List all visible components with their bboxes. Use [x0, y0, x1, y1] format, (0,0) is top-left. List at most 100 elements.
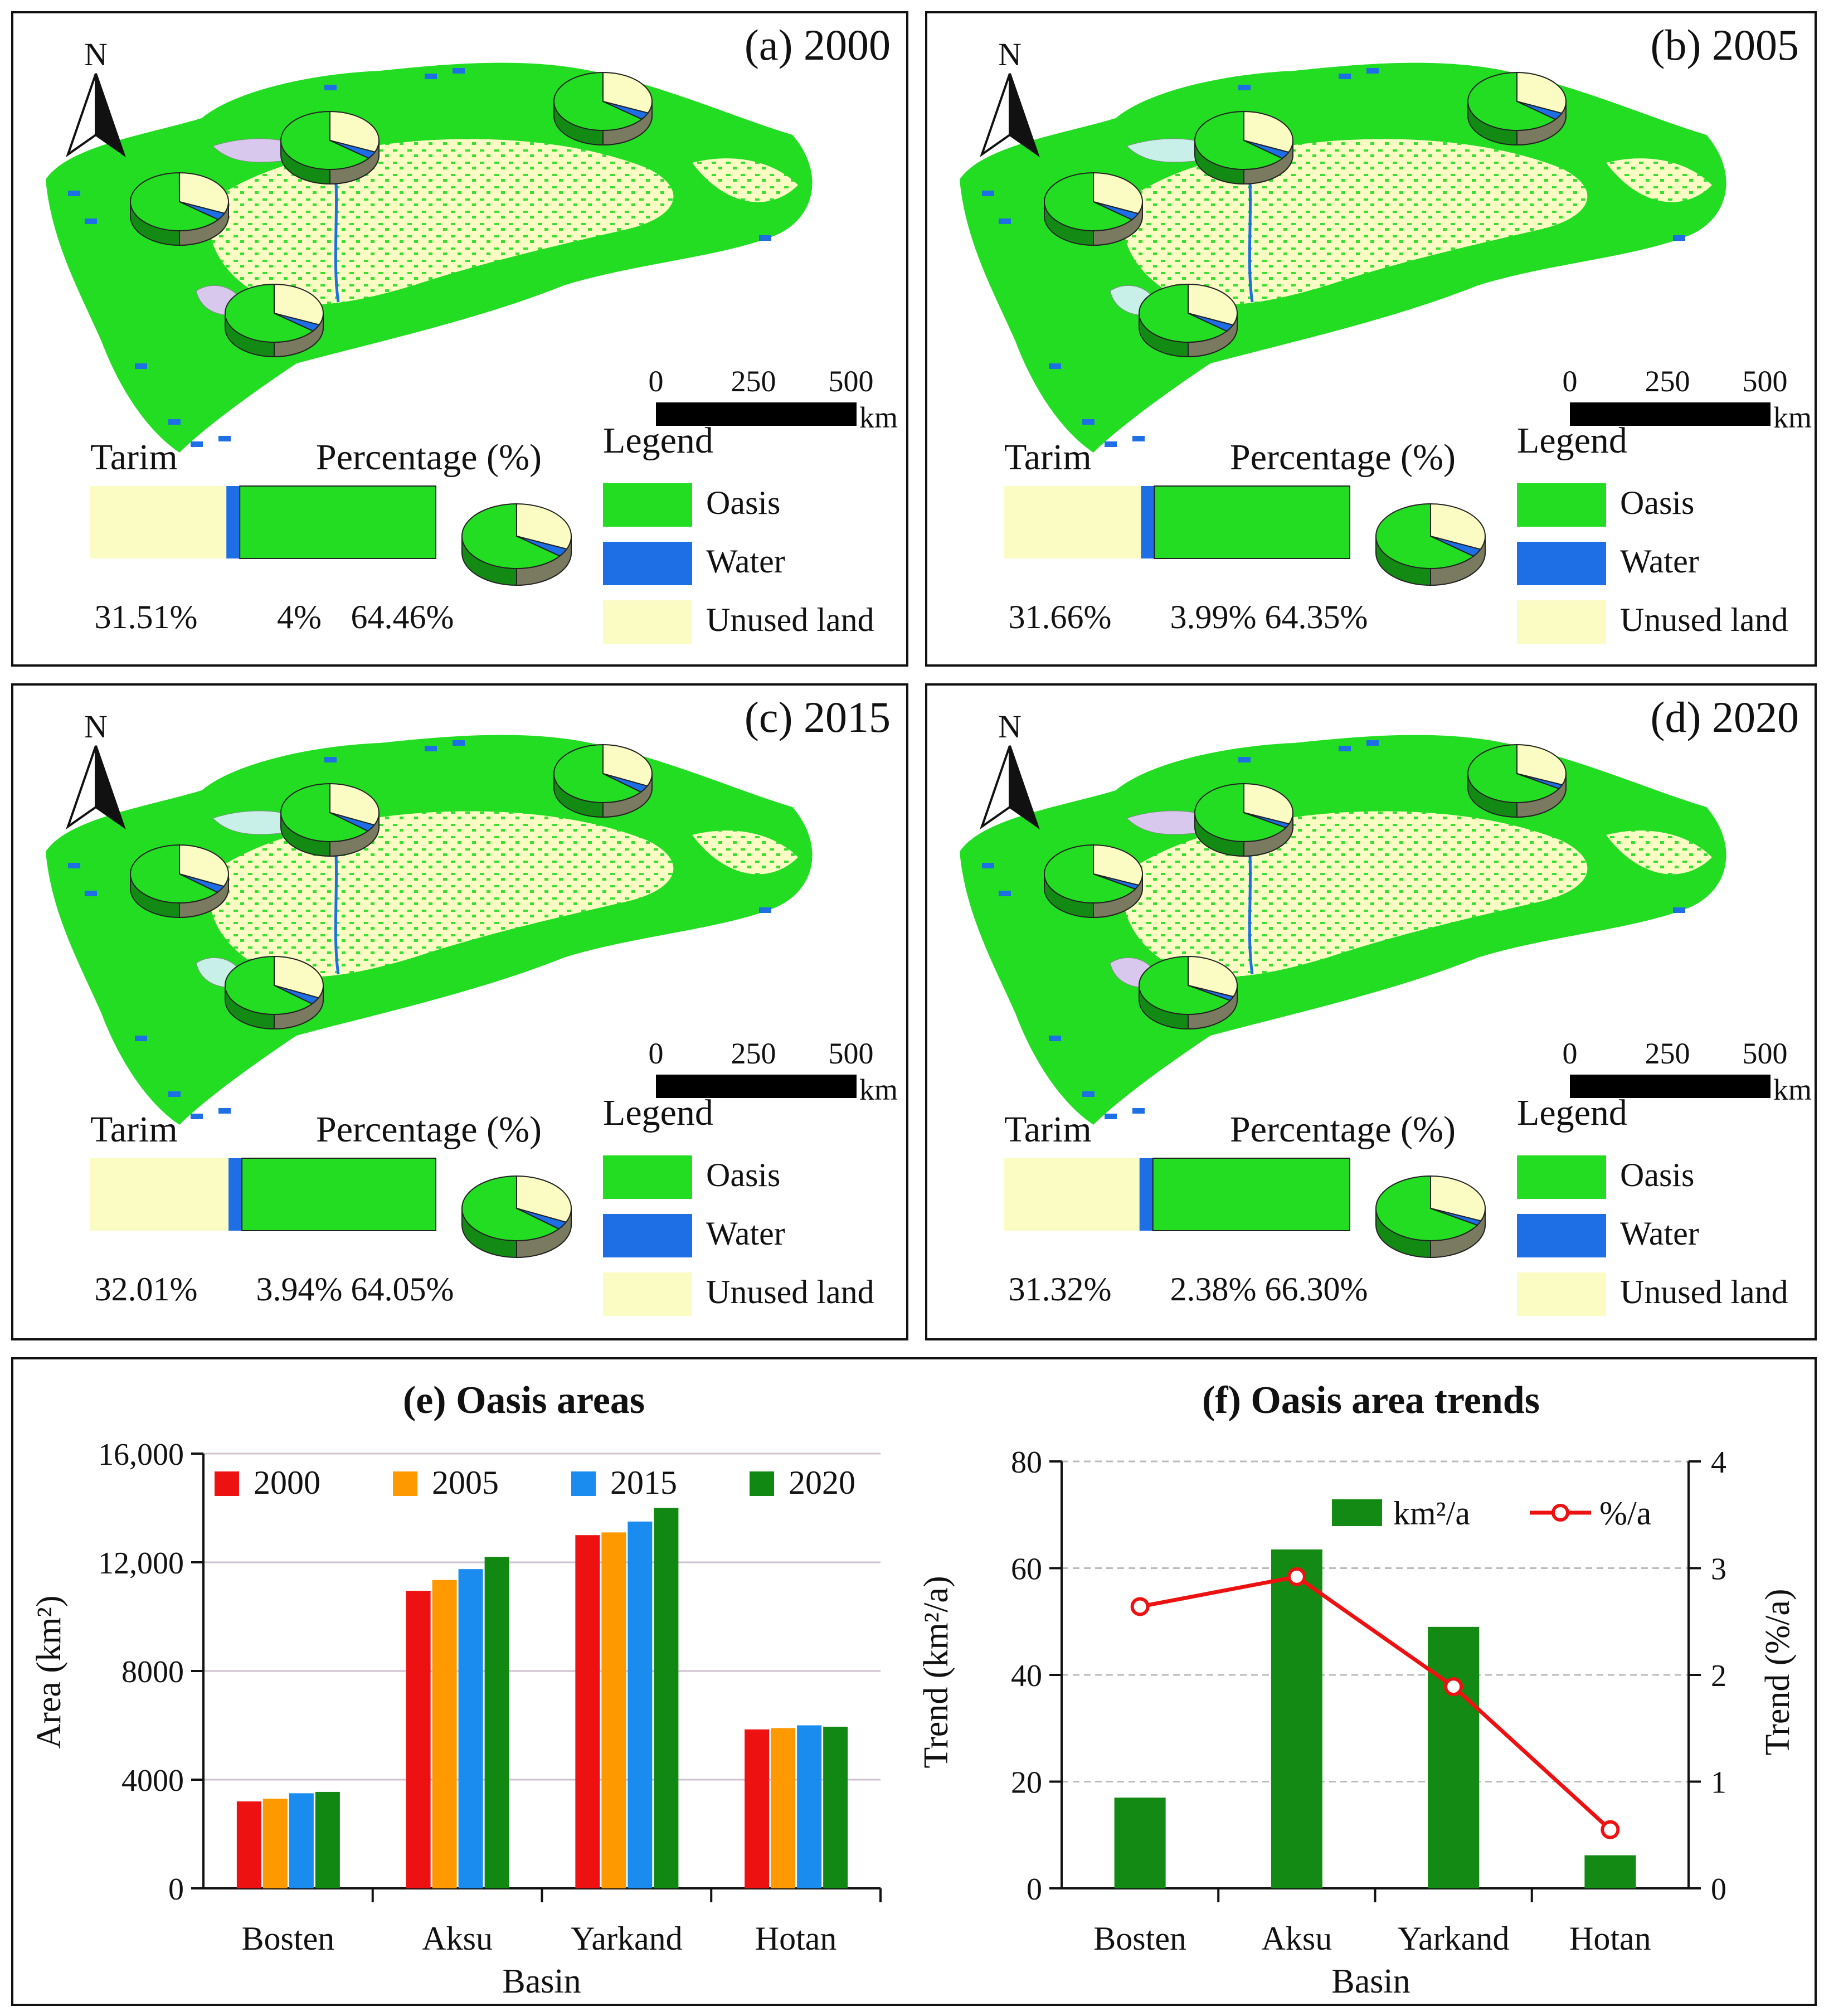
- pie-oasis-slice: [130, 172, 220, 231]
- pie-oasis-slice: [1375, 1175, 1478, 1241]
- map-water-speck: [191, 1114, 203, 1119]
- y-tick-label: 4000: [121, 1764, 184, 1798]
- scale-tick: 500: [829, 365, 874, 398]
- pie-oasis-slice: [130, 844, 218, 903]
- map-water-speck: [999, 218, 1011, 224]
- y-axis-label: Area (km²): [30, 1595, 68, 1748]
- map-water-speck: [168, 419, 181, 425]
- map-water-speck: [68, 191, 80, 196]
- legend-label: Unused land: [706, 1274, 874, 1310]
- bar-2000-hotan: [745, 1729, 770, 1888]
- pie-unused-slice: [1093, 172, 1143, 215]
- map-water-speck: [1673, 907, 1685, 913]
- y-tick-label: 40: [1011, 1659, 1042, 1693]
- pct-oasis: 64.05%: [351, 1271, 454, 1308]
- bar-title: Tarim: [1004, 1109, 1092, 1150]
- chart-title: (f) Oasis area trends: [1202, 1379, 1540, 1422]
- north-label: N: [84, 708, 108, 745]
- y2-axis-label: Trend (%/a): [1759, 1588, 1797, 1755]
- north-arrow-icon: [1009, 73, 1040, 158]
- charts-panel: [11, 1357, 1817, 2006]
- map-water-speck: [1673, 235, 1685, 241]
- bar-2015-yarkand: [628, 1521, 653, 1888]
- scale-unit: km: [1773, 1073, 1812, 1106]
- map-water-speck: [759, 907, 771, 913]
- scale-tick: 500: [829, 1037, 874, 1070]
- y-tick-label: 0: [1027, 1872, 1042, 1907]
- map-water-speck: [68, 863, 80, 868]
- bar-title: Tarim: [90, 1109, 178, 1150]
- map-water-speck: [453, 68, 465, 74]
- legend-label: Oasis: [1620, 484, 1694, 521]
- scale-tick: 250: [731, 1037, 776, 1070]
- map-texture: [960, 735, 1726, 1125]
- map-water-speck: [1339, 74, 1351, 79]
- map-water-speck: [425, 74, 437, 79]
- y-axis-label: Trend (km²/a): [917, 1576, 955, 1768]
- map-water-speck: [982, 863, 994, 868]
- map-water-speck: [999, 891, 1011, 896]
- pie-unused-slice: [1430, 1175, 1486, 1222]
- pie-unused-slice: [516, 503, 572, 550]
- pie-oasis-slice: [461, 1175, 560, 1241]
- trend-bar-bosten: [1114, 1798, 1166, 1888]
- legend-swatch: [603, 1214, 692, 1257]
- map-river: [334, 168, 340, 303]
- legend-swatch: [603, 1272, 692, 1316]
- pie-oasis-slice: [461, 503, 561, 569]
- pct-unused: 31.32%: [1009, 1271, 1112, 1308]
- map-texture: [46, 735, 813, 1125]
- bar-2015-aksu: [458, 1569, 483, 1888]
- bar-2005-aksu: [432, 1580, 457, 1888]
- panel-title: (b) 2005: [1651, 21, 1799, 69]
- legend-swatch: [1517, 600, 1606, 644]
- pie-oasis-slice: [1139, 955, 1232, 1015]
- bar-oasis-segment: [241, 1158, 436, 1231]
- legend-title: Legend: [1517, 420, 1627, 461]
- bar-2020-aksu: [484, 1557, 509, 1888]
- bar-water-segment: [228, 1158, 242, 1231]
- pie-unused-slice: [1093, 844, 1143, 886]
- x-tick-label: Yarkand: [1398, 1920, 1510, 1957]
- north-arrow-icon: [95, 745, 126, 830]
- legend-label: Oasis: [706, 484, 780, 521]
- pct-unused: 32.01%: [95, 1271, 198, 1308]
- chart-e: (e) Oasis areas 0 4000 8000 12,000 16,000 Bost…: [30, 1379, 882, 2000]
- trend-bar-hotan: [1584, 1855, 1636, 1888]
- charts-frame: [11, 1357, 1817, 2006]
- trend-point-hotan: [1601, 1820, 1620, 1839]
- map-water-speck: [1049, 1036, 1061, 1041]
- legend-swatch: [603, 483, 692, 527]
- scale-tick: 0: [1563, 1037, 1578, 1070]
- scale-bar: [1570, 402, 1771, 426]
- north-label: N: [84, 36, 108, 72]
- bar-2005-yarkand: [601, 1532, 626, 1888]
- map-water-speck: [1082, 419, 1095, 425]
- pct-water: 4%: [277, 599, 322, 635]
- legend-swatch: [571, 1471, 596, 1496]
- north-arrow-icon: [1009, 745, 1040, 830]
- pie-unused-slice: [329, 783, 380, 826]
- legend-label: km²/a: [1393, 1495, 1470, 1532]
- legend-label: Oasis: [706, 1157, 780, 1193]
- pie-unused-slice: [274, 283, 324, 326]
- map-water-speck: [1132, 436, 1145, 441]
- map-water-speck: [1366, 68, 1379, 74]
- legend-title: Legend: [1517, 1092, 1627, 1133]
- chart-title: (e) Oasis areas: [403, 1379, 645, 1422]
- pct-oasis: 66.30%: [1265, 1271, 1368, 1308]
- y-tick-label: 20: [1011, 1766, 1042, 1800]
- y-tick-label: 8000: [121, 1655, 184, 1689]
- panel-title: (d) 2020: [1651, 693, 1799, 741]
- legend-swatch: [750, 1471, 774, 1496]
- map-texture: [46, 62, 813, 453]
- scale-tick: 250: [1645, 1037, 1690, 1070]
- pie-unused-slice: [516, 1175, 572, 1223]
- legend-label: 2020: [789, 1464, 855, 1501]
- map-water-speck: [324, 757, 337, 762]
- legend-swatch: [603, 600, 692, 644]
- bar-2000-yarkand: [575, 1535, 600, 1888]
- legend-swatch: [1517, 542, 1606, 585]
- pie-unused-slice: [1430, 503, 1486, 550]
